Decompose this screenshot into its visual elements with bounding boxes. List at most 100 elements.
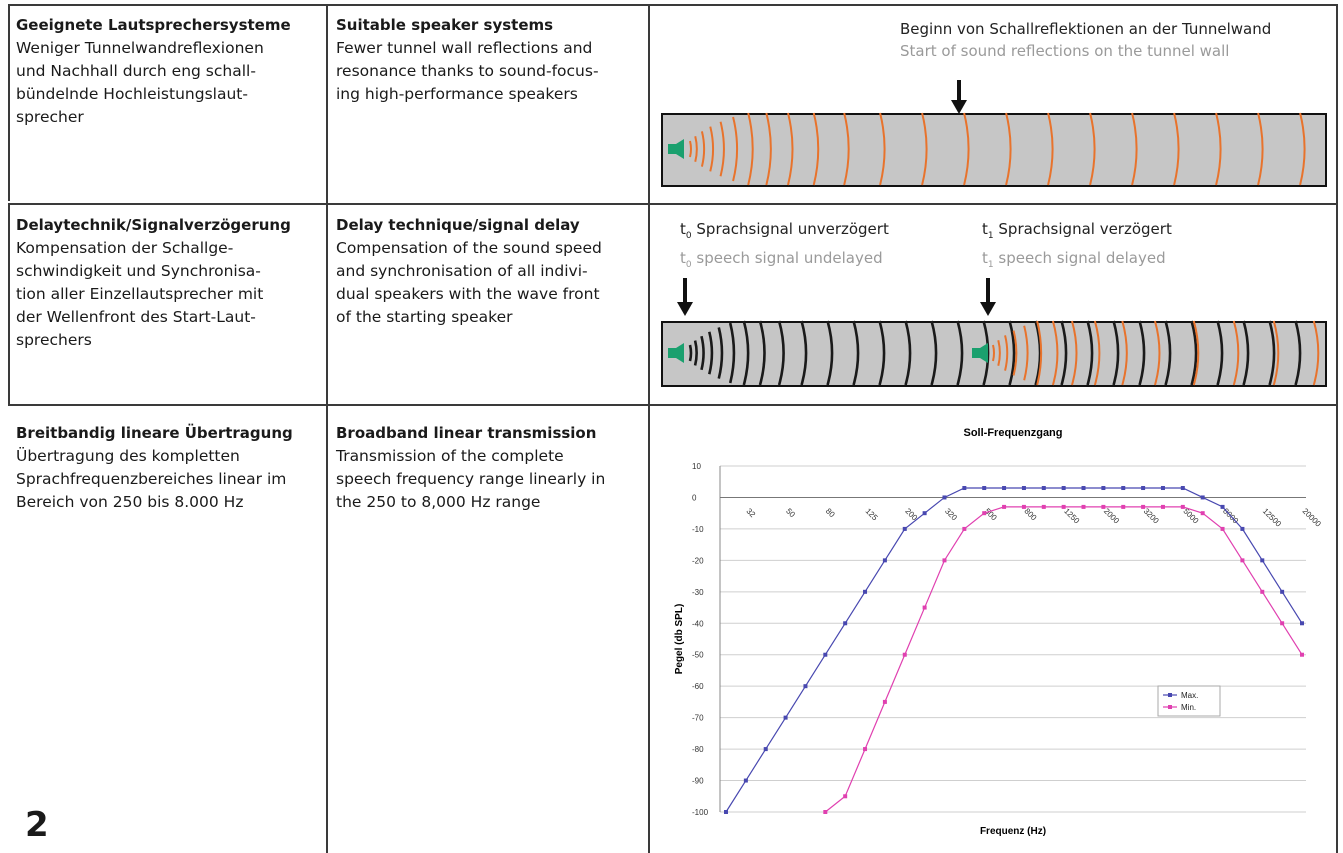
speaker-icon: [668, 139, 684, 159]
data-point-0-22: [1160, 486, 1165, 491]
black-wave-0: [688, 344, 693, 362]
data-point-1-25: [1220, 526, 1225, 531]
black-wave-19: [1060, 320, 1068, 386]
sound-wave-4: [719, 121, 725, 177]
table-top-border: [8, 4, 1338, 6]
orange-wave-13: [1272, 320, 1280, 386]
data-point-0-2: [763, 747, 768, 752]
data-point-0-7: [863, 589, 868, 594]
t0-caption-de: t0 Sprachsignal unverzögert: [680, 220, 889, 241]
data-point-0-1: [743, 778, 748, 783]
data-point-0-0: [724, 810, 728, 814]
data-point-0-26: [1240, 526, 1245, 531]
sound-wave-10: [843, 112, 850, 186]
data-point-1-5: [823, 810, 828, 814]
black-wave-7: [758, 320, 766, 386]
data-point-1-27: [1260, 589, 1265, 594]
sound-wave-2: [700, 131, 706, 167]
data-point-1-23: [1180, 504, 1185, 509]
black-wave-9: [800, 320, 808, 386]
data-point-1-22: [1160, 504, 1165, 509]
data-point-1-20: [1121, 504, 1126, 509]
data-point-0-21: [1141, 486, 1146, 491]
tunnel-diagram-reflections: [661, 112, 1327, 187]
x-tick-label-14: 20000: [1301, 507, 1323, 529]
row3-german-text: Breitbandig lineare Übertragung Übertrag…: [16, 422, 322, 514]
legend-label-0: Max.: [1181, 691, 1198, 700]
data-point-1-11: [942, 558, 947, 563]
black-wave-3: [708, 331, 714, 375]
black-wave-22: [1138, 320, 1146, 386]
black-wave-18: [1034, 320, 1042, 386]
y-tick-label-0: 10: [692, 462, 701, 471]
x-axis-label: Frequenz (Hz): [980, 826, 1046, 837]
x-tick-label-13: 12500: [1261, 507, 1283, 529]
t1-caption: t1 Sprachsignal verzögert t1 speech sign…: [982, 218, 1172, 276]
sound-wave-3: [709, 126, 715, 172]
row2-english-text: Delay technique/signal delay Compensatio…: [336, 214, 642, 329]
data-point-0-9: [902, 526, 907, 531]
black-wave-14: [930, 320, 938, 386]
row1-english-title: Suitable speaker systems: [336, 16, 554, 34]
sound-wave-9: [812, 112, 820, 186]
black-wave-11: [852, 320, 860, 386]
chart-title: Soll-Frequenzgang: [964, 427, 1063, 439]
data-point-0-13: [982, 486, 987, 491]
black-wave-16: [982, 320, 990, 386]
data-point-1-19: [1101, 504, 1106, 509]
data-point-0-10: [922, 511, 927, 516]
sound-wave-16: [1089, 112, 1096, 186]
orange-wave-2: [1004, 335, 1009, 371]
sound-wave-7: [765, 112, 772, 186]
black-wave-24: [1190, 320, 1198, 386]
black-wave-12: [878, 320, 886, 386]
data-point-1-16: [1041, 504, 1046, 509]
tunnel-body: [661, 113, 1327, 187]
black-wave-10: [826, 320, 834, 386]
orange-wave-4: [1023, 325, 1029, 381]
reflection-caption-de: Beginn von Schallreflektionen an der Tun…: [900, 20, 1272, 38]
y-tick-label-7: -60: [692, 682, 704, 691]
data-point-0-14: [1002, 486, 1007, 491]
black-wave-6: [742, 320, 750, 386]
y-tick-label-4: -30: [692, 588, 704, 597]
sound-wave-8: [787, 112, 794, 186]
data-point-0-20: [1121, 486, 1126, 491]
x-tick-label-1: 50: [784, 507, 797, 520]
black-wave-2: [700, 335, 705, 371]
y-axis-label: Pegel (db SPL): [674, 604, 685, 675]
data-point-1-9: [902, 652, 907, 657]
data-point-1-21: [1141, 504, 1146, 509]
black-wave-15: [956, 320, 964, 386]
y-tick-label-5: -40: [692, 619, 704, 628]
legend-marker-1: [1168, 705, 1172, 709]
y-tick-label-11: -100: [692, 808, 709, 817]
sound-wave-0: [689, 140, 692, 158]
t1-caption-en: t1 speech signal delayed: [982, 249, 1166, 270]
data-point-1-10: [922, 605, 927, 610]
orange-wave-1: [997, 339, 1001, 367]
data-point-0-3: [783, 715, 788, 720]
sound-wave-11: [879, 112, 886, 186]
orange-wave-3: [1012, 330, 1018, 376]
y-tick-label-2: -10: [692, 525, 704, 534]
black-wave-20: [1086, 320, 1094, 386]
orange-wave-12: [1232, 320, 1240, 386]
row-divider-1: [8, 203, 1338, 205]
data-point-0-12: [962, 486, 967, 491]
data-point-1-29: [1300, 652, 1304, 657]
reflection-caption: Beginn von Schallreflektionen an der Tun…: [900, 18, 1271, 62]
data-point-1-13: [982, 511, 987, 516]
table-left-border: [8, 4, 10, 201]
x-tick-label-0: 32: [744, 507, 757, 520]
black-wave-26: [1242, 320, 1250, 386]
data-point-0-18: [1081, 486, 1086, 491]
black-wave-5: [728, 322, 736, 384]
data-point-0-11: [942, 495, 947, 500]
table-right-border: [1336, 4, 1338, 853]
orange-wave-9: [1121, 320, 1128, 386]
t0-caption: t0 Sprachsignal unverzögert t0 speech si…: [680, 218, 889, 276]
data-point-1-24: [1200, 511, 1205, 516]
data-point-1-26: [1240, 558, 1245, 563]
